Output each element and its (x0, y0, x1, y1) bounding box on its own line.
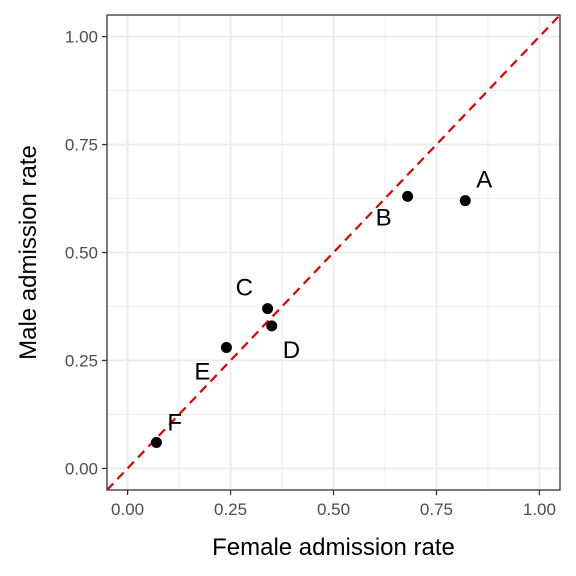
data-point-b (402, 190, 414, 202)
y-tick-label-1: 0.25 (65, 351, 98, 370)
identity-reference-line (106, 14, 561, 491)
data-points (150, 190, 471, 448)
x-tick-label-4: 1.00 (523, 500, 556, 519)
data-point-a (459, 195, 471, 207)
data-point-f (150, 437, 162, 448)
data-point-d (266, 320, 278, 332)
major-gridlines (107, 15, 560, 490)
x-tick-label-0: 0.00 (111, 500, 144, 519)
x-tick-label-2: 0.50 (317, 500, 350, 519)
y-tick-label-0: 0.00 (65, 459, 98, 478)
data-point-e (220, 342, 232, 353)
point-label-b: B (376, 204, 392, 231)
point-label-c: C (236, 275, 253, 302)
x-axis-ticks: 0.00 0.25 0.50 0.75 1.00 (111, 490, 556, 519)
x-tick-label-3: 0.75 (420, 500, 453, 519)
y-tick-label-3: 0.75 (65, 136, 98, 155)
x-axis-title: Female admission rate (212, 534, 455, 561)
point-label-d: D (283, 337, 300, 364)
y-tick-label-4: 1.00 (65, 28, 98, 47)
reference-line-y-equals-x (106, 14, 561, 491)
y-tick-label-2: 0.50 (65, 244, 98, 263)
data-point-c (262, 303, 274, 315)
point-label-f: F (167, 410, 182, 437)
y-axis-ticks: 0.00 0.25 0.50 0.75 1.00 (65, 28, 107, 478)
point-labels: A B C D EF (167, 167, 492, 437)
point-label-e: E (194, 359, 210, 386)
point-label-a: A (476, 167, 492, 194)
y-axis-title: Male admission rate (15, 145, 42, 360)
x-tick-label-1: 0.25 (214, 500, 247, 519)
